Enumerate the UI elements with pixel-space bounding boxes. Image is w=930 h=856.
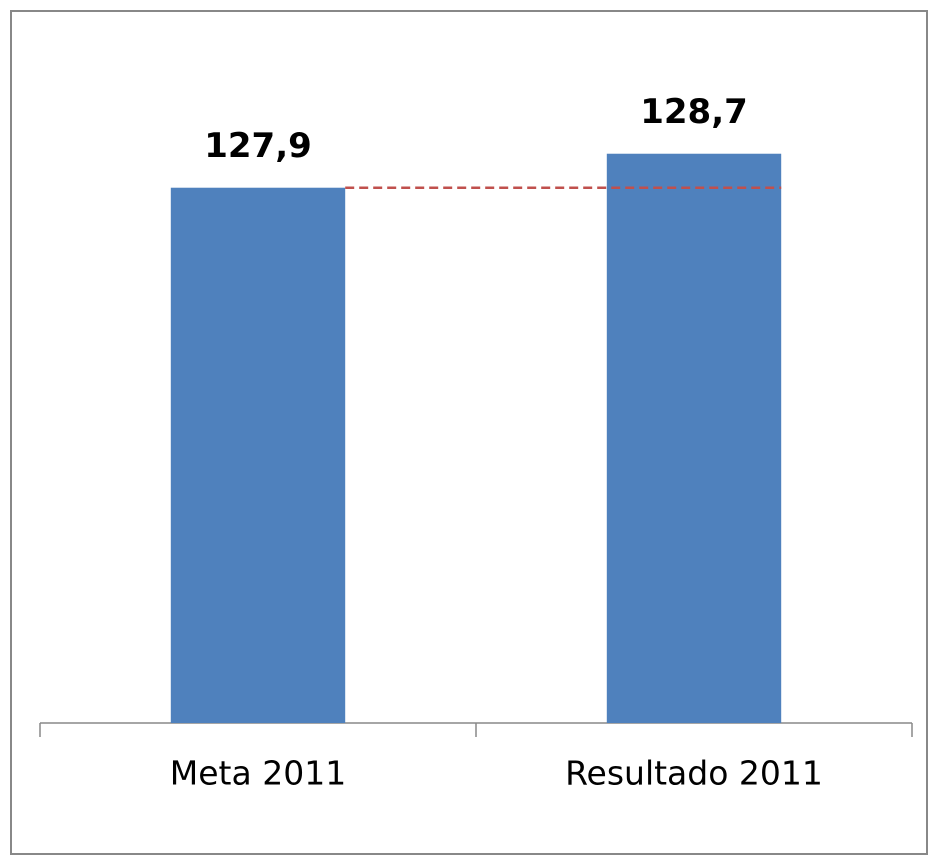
chart-border (10, 10, 928, 855)
bar (606, 153, 782, 724)
category-label: Meta 2011 (170, 754, 346, 793)
bar (170, 187, 346, 724)
data-label: 128,7 (640, 92, 748, 132)
data-label: 127,9 (204, 126, 312, 166)
category-label: Resultado 2011 (565, 754, 823, 793)
